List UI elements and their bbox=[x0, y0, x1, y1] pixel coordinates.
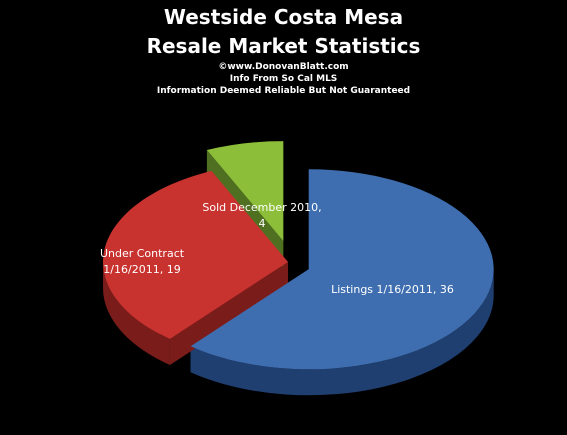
data-label-sold-line1: Sold December 2010, bbox=[202, 201, 322, 214]
chart-title-line2: Resale Market Statistics bbox=[146, 34, 421, 58]
copyright-text: ©www.DonovanBlatt.com bbox=[218, 62, 349, 72]
pie-slice-side-under-contract bbox=[103, 262, 170, 365]
data-label-sold-line2: 4 bbox=[258, 217, 266, 230]
data-label-under-contract-line2: 1/16/2011, 19 bbox=[103, 263, 181, 276]
pie-slice-under-contract bbox=[102, 170, 289, 339]
data-label-listings: Listings 1/16/2011, 36 bbox=[300, 282, 485, 298]
data-label-listings-line1: Listings 1/16/2011, 36 bbox=[331, 283, 454, 296]
data-label-under-contract: Under Contract 1/16/2011, 19 bbox=[72, 246, 212, 278]
source-text: Info From So Cal MLS bbox=[229, 74, 338, 84]
pie-slice-side-listings bbox=[190, 269, 494, 396]
chart-title-line1: Westside Costa Mesa bbox=[163, 5, 404, 29]
data-label-under-contract-line1: Under Contract bbox=[99, 247, 185, 260]
pie-slice-sold bbox=[206, 141, 284, 242]
pie-slice-listings bbox=[190, 169, 494, 370]
disclaimer-text: Information Deemed Reliable But Not Guar… bbox=[156, 86, 411, 96]
pie-slice-cut-under-contract-0 bbox=[169, 262, 288, 365]
data-label-sold: Sold December 2010, 4 bbox=[196, 200, 328, 232]
